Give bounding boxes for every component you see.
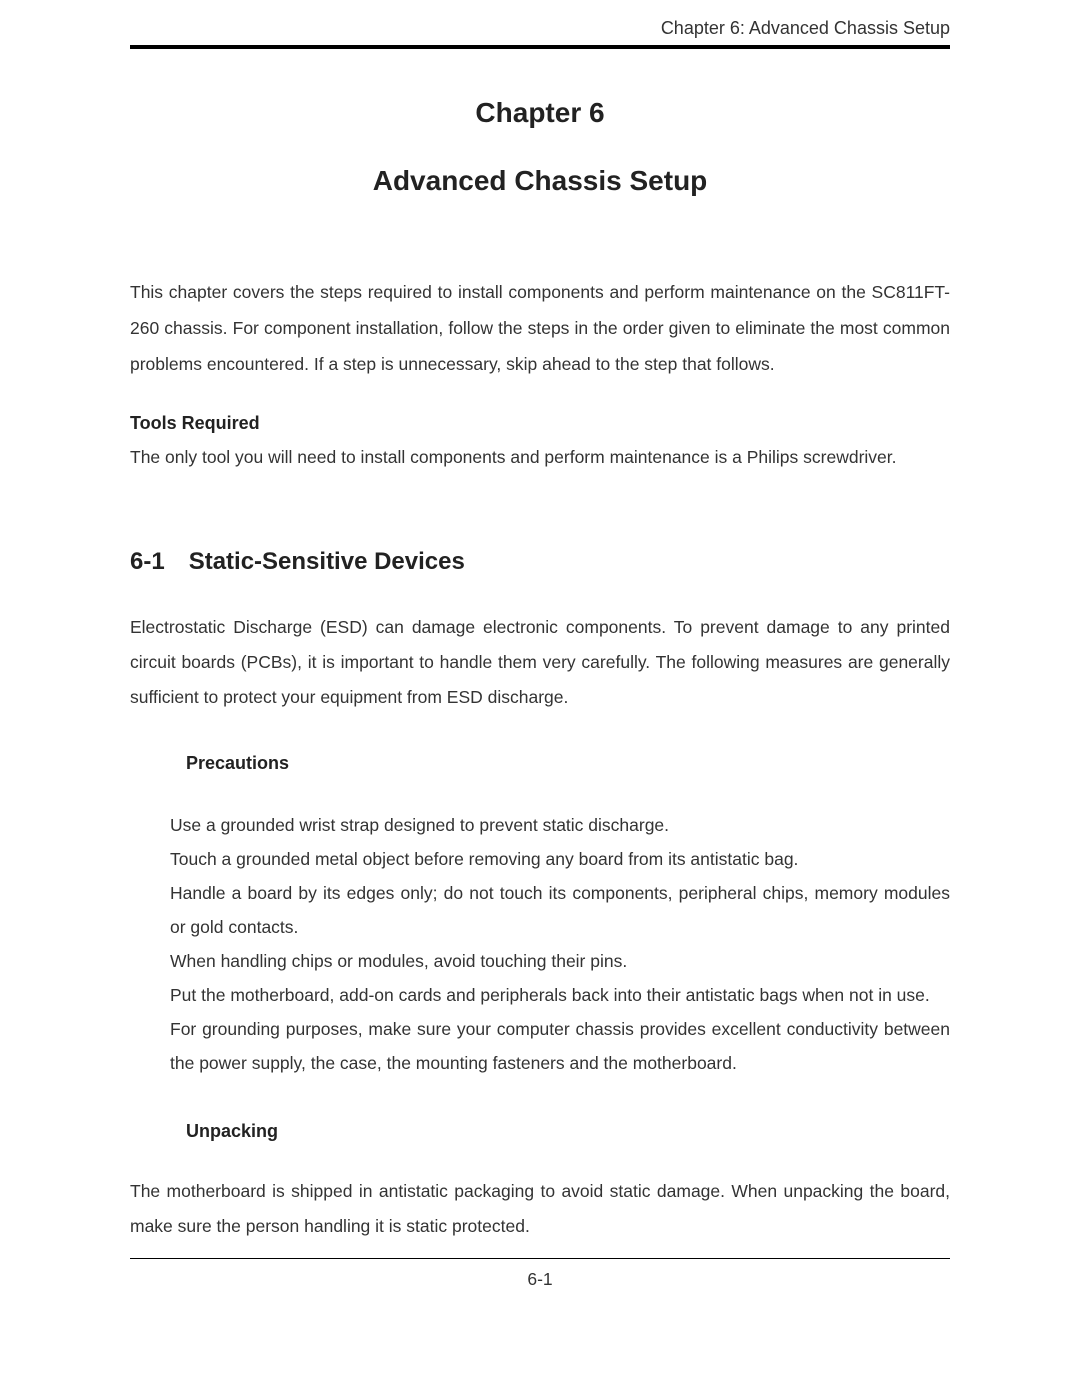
list-item: Use a grounded wrist strap designed to p… [170,808,950,842]
unpacking-body: The motherboard is shipped in antistatic… [130,1174,950,1244]
list-item: When handling chips or modules, avoid to… [170,944,950,978]
list-item: Put the motherboard, add-on cards and pe… [170,978,950,1012]
section-title: Static-Sensitive Devices [189,548,465,576]
list-item: Handle a board by its edges only; do not… [170,876,950,944]
unpacking-heading: Unpacking [186,1121,950,1142]
footer-rule [130,1258,950,1259]
chapter-title: Advanced Chassis Setup [130,165,950,197]
section-6-1-body: Electrostatic Discharge (ESD) can damage… [130,610,950,715]
list-item: For grounding purposes, make sure your c… [170,1012,950,1080]
document-page: Chapter 6: Advanced Chassis Setup Chapte… [0,0,1080,1397]
chapter-intro-paragraph: This chapter covers the steps required t… [130,275,950,383]
precautions-list: Use a grounded wrist strap designed to p… [170,808,950,1081]
tools-required-heading: Tools Required [130,413,950,434]
list-item: Touch a grounded metal object before rem… [170,842,950,876]
precautions-heading: Precautions [186,753,950,774]
tools-required-body: The only tool you will need to install c… [130,440,950,476]
running-header: Chapter 6: Advanced Chassis Setup [130,18,950,39]
chapter-number: Chapter 6 [130,97,950,129]
section-number: 6-1 [130,548,165,576]
page-number: 6-1 [130,1269,950,1290]
section-6-1-header: 6-1 Static-Sensitive Devices [130,548,950,576]
header-rule [130,45,950,49]
